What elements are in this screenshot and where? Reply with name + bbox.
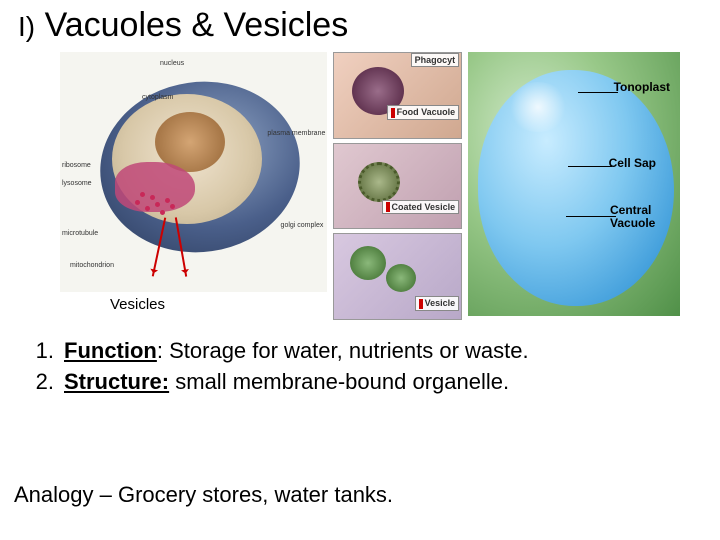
micro-label: nucleus bbox=[160, 60, 184, 67]
panel-label: Vesicle bbox=[425, 298, 456, 308]
leader-line bbox=[568, 166, 612, 167]
leader-line bbox=[578, 92, 618, 93]
list-body: Structure: small membrane-bound organell… bbox=[64, 367, 694, 396]
list-text: small membrane-bound organelle. bbox=[175, 369, 509, 394]
list-number: 1. bbox=[14, 336, 64, 365]
panel-label: Food Vacuole bbox=[397, 107, 456, 117]
list-text: Storage for water, nutrients or waste. bbox=[169, 338, 529, 363]
list-body: Function: Storage for water, nutrients o… bbox=[64, 336, 694, 365]
leader-line bbox=[566, 216, 616, 217]
images-row: nucleus plasma membrane cytoplasm riboso… bbox=[60, 52, 680, 320]
analogy-text: Analogy – Grocery stores, water tanks. bbox=[14, 480, 694, 509]
list-item: 1. Function: Storage for water, nutrient… bbox=[14, 336, 694, 365]
definition-list: 1. Function: Storage for water, nutrient… bbox=[14, 336, 694, 398]
list-sep: : bbox=[157, 338, 169, 363]
label-tonoplast: Tonoplast bbox=[614, 80, 670, 94]
vesicles-caption: Vesicles bbox=[110, 296, 165, 313]
coated-vesicle-panel: Coated Vesicle bbox=[333, 143, 462, 230]
central-vacuole-diagram: Tonoplast Cell Sap Central Vacuole bbox=[468, 52, 680, 316]
cell-cross-section-diagram: nucleus plasma membrane cytoplasm riboso… bbox=[60, 52, 327, 292]
food-vacuole-panel: Phagocyt Food Vacuole bbox=[333, 52, 462, 139]
micro-label: mitochondrion bbox=[70, 262, 114, 269]
coated-vesicle-orb bbox=[358, 162, 400, 202]
vacuole-highlight bbox=[508, 82, 568, 132]
list-label: Function bbox=[64, 338, 157, 363]
micro-label: lysosome bbox=[62, 180, 92, 187]
list-number: 2. bbox=[14, 367, 64, 396]
slide-title: I) Vacuoles & Vesicles bbox=[18, 6, 348, 45]
label-cell-sap: Cell Sap bbox=[609, 156, 656, 170]
panel-label: Coated Vesicle bbox=[392, 202, 456, 212]
micro-label: ribosome bbox=[62, 162, 91, 169]
micro-label: golgi complex bbox=[281, 222, 324, 229]
vesicle-orb bbox=[386, 264, 416, 292]
vesicle-panel: Vesicle bbox=[333, 233, 462, 320]
vesicle-orb bbox=[350, 246, 386, 280]
list-item: 2. Structure: small membrane-bound organ… bbox=[14, 367, 694, 396]
label-central-vacuole: Central Vacuole bbox=[610, 204, 666, 230]
panel-top-label: Phagocyt bbox=[411, 53, 460, 67]
title-main: Vacuoles & Vesicles bbox=[45, 6, 349, 44]
vesicle-types-column: Phagocyt Food Vacuole Coated Vesicle Ves… bbox=[333, 52, 462, 320]
micro-label: microtubule bbox=[62, 230, 98, 237]
micro-label: cytoplasm bbox=[142, 94, 174, 101]
list-label: Structure: bbox=[64, 369, 169, 394]
micro-label: plasma membrane bbox=[267, 130, 325, 137]
title-prefix: I) bbox=[18, 11, 35, 42]
